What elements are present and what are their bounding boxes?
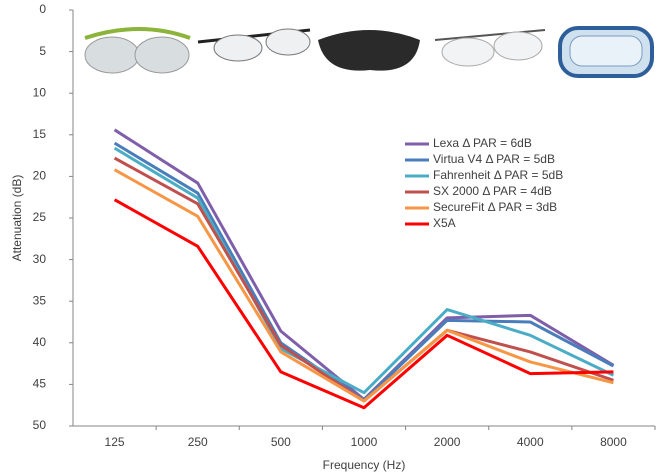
x-tick-label: 8000	[600, 435, 627, 449]
glasses-images	[84, 26, 654, 78]
y-tick-label: 0	[39, 2, 46, 16]
legend-label: SX 2000 Δ PAR = 4dB	[433, 184, 552, 198]
legend-label: Virtua V4 Δ PAR = 5dB	[433, 152, 555, 166]
y-tick-label: 40	[33, 335, 47, 349]
legend-label: Lexa Δ PAR = 6dB	[433, 136, 532, 150]
x-tick-label: 1000	[351, 435, 378, 449]
x-tick-label: 250	[188, 435, 208, 449]
y-tick-label: 35	[33, 293, 47, 307]
y-tick-label: 5	[39, 44, 46, 58]
x-axis-label: Frequency (Hz)	[323, 458, 406, 472]
legend-label: SecureFit Δ PAR = 3dB	[433, 200, 557, 214]
y-tick-label: 20	[33, 169, 47, 183]
glasses-3	[318, 30, 420, 71]
glasses-1	[84, 27, 191, 74]
series-line	[113, 168, 614, 403]
x-tick-label: 2000	[434, 435, 461, 449]
y-tick-label: 25	[33, 210, 47, 224]
series-line	[113, 198, 614, 410]
y-tick-label: 45	[33, 377, 47, 391]
glasses-5	[558, 26, 654, 78]
legend-label: X5A	[433, 216, 456, 230]
series-line	[113, 146, 615, 395]
x-tick-label: 125	[105, 435, 125, 449]
y-tick-label: 30	[33, 252, 47, 266]
y-tick-label: 50	[33, 418, 47, 432]
y-tick-label: 15	[33, 127, 47, 141]
y-tick-label: 10	[33, 85, 47, 99]
glasses-4	[434, 29, 546, 67]
glasses-2	[197, 28, 311, 62]
x-tick-label: 4000	[517, 435, 544, 449]
x-tick-label: 500	[271, 435, 291, 449]
legend-label: Fahrenheit Δ PAR = 5dB	[433, 168, 563, 182]
y-axis-label: Attenuation (dB)	[10, 175, 24, 262]
